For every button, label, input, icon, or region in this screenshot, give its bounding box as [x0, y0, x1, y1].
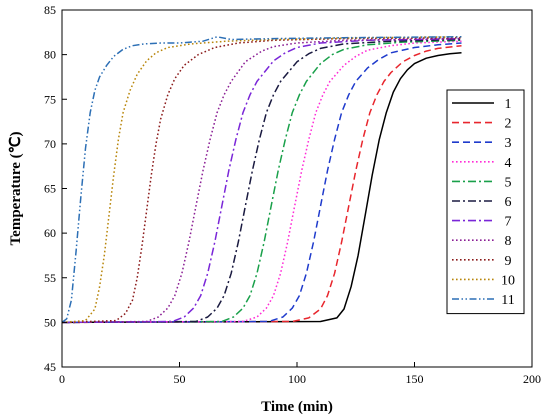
legend-label-4: 4 — [505, 156, 512, 171]
series-line-9 — [61, 36, 462, 324]
legend-label-2: 2 — [505, 117, 512, 132]
y-tick-label: 55 — [44, 271, 56, 285]
x-tick-label: 100 — [288, 372, 306, 386]
series-line-2 — [61, 44, 462, 324]
legend-label-5: 5 — [505, 175, 512, 190]
series-line-10 — [61, 36, 462, 324]
y-tick-label: 65 — [44, 182, 56, 196]
x-tick-label: 150 — [406, 372, 424, 386]
y-tick-label: 85 — [44, 3, 56, 17]
legend-label-9: 9 — [505, 254, 512, 269]
x-axis-title: Time (min) — [261, 399, 333, 415]
legend-label-1: 1 — [505, 97, 512, 112]
y-tick-label: 70 — [44, 137, 56, 151]
y-tick-label: 60 — [44, 226, 56, 240]
series-line-3 — [61, 42, 462, 324]
series-line-6 — [61, 38, 462, 324]
y-axis-title: Temperature (℃) — [8, 132, 24, 246]
series-line-8 — [61, 37, 462, 324]
plot-area-frame — [61, 9, 533, 368]
legend-label-7: 7 — [505, 215, 512, 230]
x-tick-label: 200 — [523, 372, 541, 386]
x-tick-label: 50 — [174, 372, 186, 386]
legend-label-6: 6 — [505, 195, 512, 210]
y-tick-label: 80 — [44, 48, 56, 62]
y-tick-label: 50 — [44, 315, 56, 329]
series-layer — [61, 36, 462, 324]
series-line-5 — [61, 39, 462, 324]
legend-label-11: 11 — [501, 293, 514, 308]
legend: 1 2 3 4 5 6 7 8 9 10 11 — [446, 89, 525, 315]
y-tick-label: 75 — [44, 92, 56, 106]
legend-label-8: 8 — [505, 234, 512, 249]
legend-label-10: 10 — [501, 273, 515, 288]
legend-label-3: 3 — [505, 136, 512, 151]
series-line-1 — [61, 52, 462, 324]
y-tick-label: 45 — [44, 360, 56, 374]
series-line-7 — [61, 37, 462, 324]
series-line-11 — [61, 36, 462, 323]
x-tick-label: 0 — [59, 372, 65, 386]
series-line-4 — [61, 40, 462, 324]
